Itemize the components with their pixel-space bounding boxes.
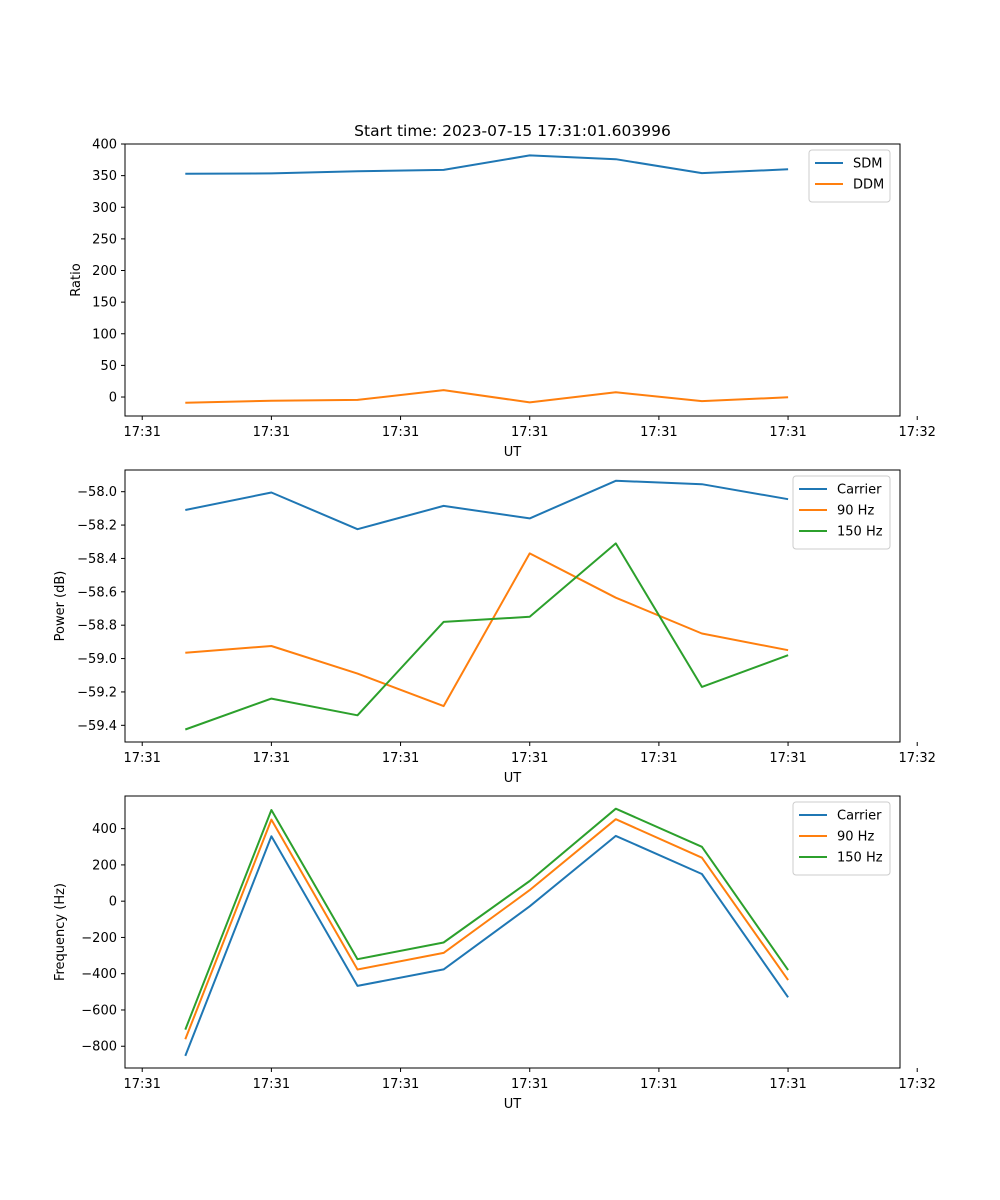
y-axis-label: Power (dB): [53, 571, 68, 642]
x-tick-label: 17:31: [253, 751, 290, 766]
legend-label: DDM: [853, 178, 884, 193]
x-axis-label: UT: [504, 445, 522, 460]
y-tick-label: 200: [92, 264, 117, 279]
y-tick-label: −58.8: [77, 619, 117, 634]
y-tick-label: −400: [81, 967, 117, 982]
x-tick-label: 17:31: [123, 751, 160, 766]
y-tick-label: 400: [92, 822, 117, 837]
x-axis-label: UT: [504, 1097, 522, 1112]
y-tick-label: −59.0: [77, 652, 117, 667]
series-line-90-hz: [185, 552, 789, 708]
y-tick-label: 300: [92, 201, 117, 216]
y-tick-label: −58.6: [77, 585, 117, 600]
x-tick-label: 17:32: [898, 751, 935, 766]
y-tick-label: 0: [109, 391, 117, 406]
x-tick-label: 17:31: [123, 1077, 160, 1092]
x-tick-label: 17:31: [769, 1077, 806, 1092]
legend-label: 90 Hz: [837, 830, 874, 845]
legend: Carrier 90 Hz 150 Hz: [792, 801, 891, 876]
x-tick-label: 17:31: [511, 425, 548, 440]
subplot-1: 17:31 17:31 17:31 17:31 17:31 17:31 17:32 0 50 10…: [69, 138, 936, 461]
series-line-90-hz: [184, 818, 789, 1040]
x-tick-label: 17:31: [769, 425, 806, 440]
y-tick-label: 150: [92, 296, 117, 311]
axes-frame: [124, 795, 901, 1069]
x-tick-label: 17:31: [382, 425, 419, 440]
series-line-150-hz: [184, 542, 789, 731]
series-line-carrier: [184, 834, 789, 1057]
y-tick-label: −58.2: [77, 519, 117, 534]
legend: SDM DDM: [808, 149, 891, 203]
x-tick-label: 17:32: [898, 425, 935, 440]
x-tick-label: 17:31: [123, 425, 160, 440]
x-tick-label: 17:31: [253, 1077, 290, 1092]
legend-label: 90 Hz: [837, 504, 874, 519]
y-tick-label: 200: [92, 858, 117, 873]
series-line-150-hz: [184, 807, 789, 1030]
legend: Carrier 90 Hz 150 Hz: [792, 475, 891, 550]
y-tick-label: 400: [92, 138, 117, 153]
y-axis-label: Ratio: [69, 263, 84, 296]
x-tick-label: 17:31: [511, 1077, 548, 1092]
y-tick-label: −58.4: [77, 552, 117, 567]
y-tick-label: 250: [92, 232, 117, 247]
y-tick-label: 100: [92, 327, 117, 342]
series-line-sdm: [185, 154, 789, 175]
x-tick-label: 17:31: [253, 425, 290, 440]
axes-frame: [124, 143, 901, 417]
y-axis-label: Frequency (Hz): [53, 883, 68, 981]
subplot-3: 17:31 17:31 17:31 17:31 17:31 17:31 17:32 −800 −…: [53, 795, 936, 1112]
y-tick-label: −59.4: [77, 719, 117, 734]
legend-label: 150 Hz: [837, 525, 883, 540]
legend-label: 150 Hz: [837, 851, 883, 866]
y-tick-label: 350: [92, 169, 117, 184]
legend-label: Carrier: [837, 483, 882, 498]
subplot-2: 17:31 17:31 17:31 17:31 17:31 17:31 17:32 −59.4…: [53, 469, 936, 786]
y-tick-label: −600: [81, 1003, 117, 1018]
legend-label: Carrier: [837, 809, 882, 824]
x-tick-label: 17:31: [382, 1077, 419, 1092]
y-tick-label: −800: [81, 1040, 117, 1055]
x-tick-label: 17:32: [898, 1077, 935, 1092]
x-axis-label: UT: [504, 771, 522, 786]
legend-label: SDM: [853, 157, 882, 172]
y-tick-label: 0: [109, 895, 117, 910]
series-line-carrier: [185, 479, 789, 531]
y-tick-label: −59.2: [77, 685, 117, 700]
y-tick-label: −200: [81, 931, 117, 946]
x-tick-label: 17:31: [382, 751, 419, 766]
figure-title: Start time: 2023-07-15 17:31:01.603996: [354, 122, 671, 140]
x-tick-label: 17:31: [511, 751, 548, 766]
y-tick-label: −58.0: [77, 485, 117, 500]
x-tick-label: 17:31: [640, 425, 677, 440]
y-tick-label: 50: [100, 359, 117, 374]
x-tick-label: 17:31: [640, 1077, 677, 1092]
axes-frame: [124, 469, 901, 743]
x-tick-label: 17:31: [640, 751, 677, 766]
x-tick-label: 17:31: [769, 751, 806, 766]
series-line-ddm: [185, 389, 789, 404]
